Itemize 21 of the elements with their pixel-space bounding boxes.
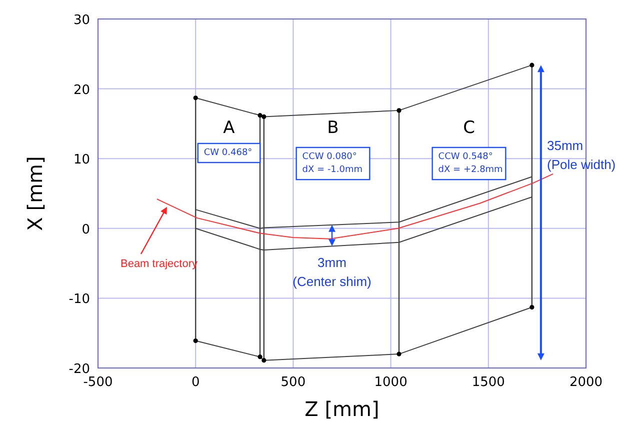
annotation: CCW 0.080° dX = -1.0mm xyxy=(302,152,363,176)
y-tick-label: 30 xyxy=(73,13,90,28)
annotation: B xyxy=(327,118,339,138)
x-tick-label: 1500 xyxy=(472,375,505,390)
y-tick-label: 10 xyxy=(73,152,90,168)
x-axis-title: Z [mm] xyxy=(304,397,380,421)
x-tick-label: 500 xyxy=(280,375,306,390)
annotation: CCW 0.548° dX = +2.8mm xyxy=(438,152,503,176)
annotation: C xyxy=(463,118,475,138)
y-axis-title: X [mm] xyxy=(23,156,47,231)
x-tick-label: 0 xyxy=(191,375,200,390)
y-tick-label: -20 xyxy=(68,362,90,377)
annotation: A xyxy=(223,118,236,138)
annotation: 3mm (Center shim) xyxy=(292,254,372,288)
x-tick-label: 1000 xyxy=(374,375,408,390)
y-tick-label: 0 xyxy=(82,222,90,238)
annotation: CW 0.468° xyxy=(204,148,252,158)
y-tick-label: 20 xyxy=(73,82,90,98)
x-tick-label: 2000 xyxy=(569,375,603,390)
y-tick-label: -10 xyxy=(68,292,90,308)
x-tick-label: -500 xyxy=(83,375,113,390)
